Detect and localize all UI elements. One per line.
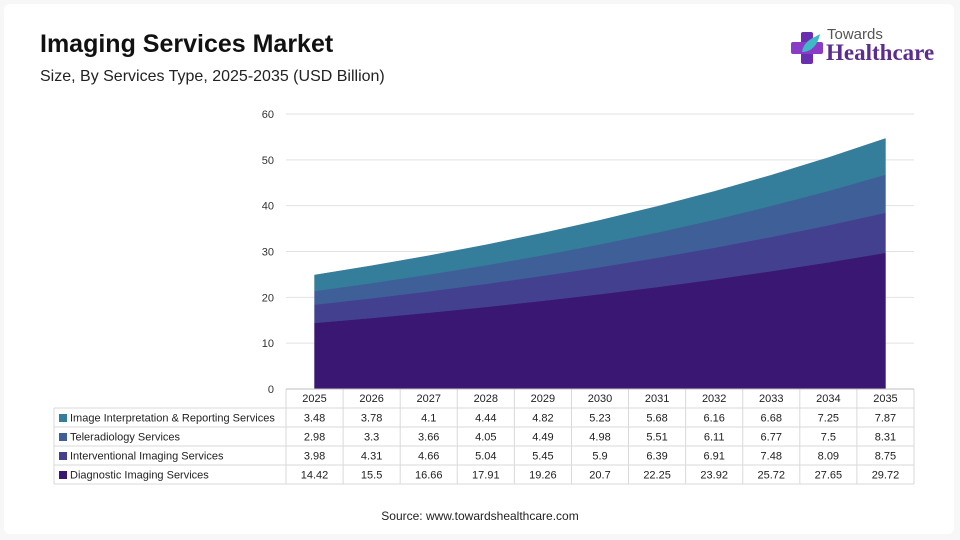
data-label: 25.72: [758, 470, 786, 482]
data-label: 4.98: [589, 432, 610, 444]
data-label: 4.44: [475, 413, 496, 425]
data-table: 2025 2026 2027 2028 2029 2030 2031 2032 2033 2034…: [53, 388, 915, 485]
legend-swatch: [59, 471, 67, 479]
data-label: 4.66: [418, 451, 439, 463]
y-tick-label: 20: [262, 292, 274, 304]
x-tick-label: 2033: [759, 393, 783, 405]
data-label: 4.82: [532, 413, 553, 425]
data-label: 4.31: [361, 451, 382, 463]
legend-label: Interventional Imaging Services: [70, 451, 224, 463]
y-tick-label: 40: [262, 201, 274, 213]
data-label: 4.1: [421, 413, 436, 425]
data-label: 14.42: [301, 470, 329, 482]
data-label: 3.78: [361, 413, 382, 425]
x-tick-label: 2032: [702, 393, 726, 405]
y-tick-label: 10: [262, 338, 274, 350]
y-axis: 0 10 20 30 40 50 60: [262, 109, 274, 396]
source-note: Source: www.towardshealthcare.com: [381, 509, 579, 523]
y-tick-label: 50: [262, 155, 274, 167]
y-tick-label: 0: [268, 384, 274, 396]
y-tick-label: 60: [262, 109, 274, 121]
data-label: 6.39: [646, 451, 667, 463]
legend-swatch: [59, 414, 67, 422]
data-label: 17.91: [472, 470, 500, 482]
x-tick-label: 2034: [816, 393, 840, 405]
data-label: 6.91: [703, 451, 724, 463]
data-label: 8.75: [875, 451, 896, 463]
data-label: 22.25: [643, 470, 671, 482]
area-series: [314, 138, 886, 390]
data-label: 5.9: [592, 451, 607, 463]
data-label: 5.04: [475, 451, 496, 463]
data-label: 3.98: [304, 451, 325, 463]
logo-text-healthcare: Healthcare: [826, 40, 935, 65]
data-label: 8.31: [875, 432, 896, 444]
chart-subtitle: Size, By Services Type, 2025-2035 (USD B…: [40, 68, 385, 85]
data-label: 27.65: [815, 470, 843, 482]
data-label: 7.5: [821, 432, 836, 444]
data-label: 15.5: [361, 470, 382, 482]
y-tick-label: 30: [262, 247, 274, 259]
data-label: 6.68: [761, 413, 782, 425]
x-tick-label: 2028: [474, 393, 498, 405]
data-label: 23.92: [700, 470, 728, 482]
legend-swatch: [59, 452, 67, 460]
data-label: 2.98: [304, 432, 325, 444]
data-label: 6.11: [704, 432, 725, 444]
data-label: 7.25: [818, 413, 839, 425]
data-label: 8.09: [818, 451, 839, 463]
data-label: 3.66: [418, 432, 439, 444]
data-label: 29.72: [872, 470, 900, 482]
logo-text-towards: Towards: [827, 26, 883, 43]
x-tick-label: 2026: [359, 393, 383, 405]
data-label: 3.3: [364, 432, 379, 444]
data-label: 7.87: [875, 413, 896, 425]
logo-cross-icon: [791, 32, 823, 64]
data-label: 4.05: [475, 432, 496, 444]
data-label: 4.49: [532, 432, 553, 444]
area-image-interpretation-reporting-services: [314, 138, 886, 292]
data-label: 19.26: [529, 470, 557, 482]
legend-swatch: [59, 433, 67, 441]
chart-title: Imaging Services Market: [40, 30, 334, 58]
data-label: 5.45: [532, 451, 553, 463]
data-label: 5.68: [646, 413, 667, 425]
data-label: 7.48: [761, 451, 782, 463]
x-tick-label: 2027: [416, 393, 440, 405]
legend-label: Diagnostic Imaging Services: [70, 470, 209, 482]
x-tick-label: 2031: [645, 393, 669, 405]
data-label: 20.7: [589, 470, 610, 482]
x-tick-label: 2029: [531, 393, 555, 405]
x-tick-label: 2030: [588, 393, 612, 405]
x-tick-label: 2025: [302, 393, 326, 405]
towards-healthcare-logo: Towards Healthcare: [790, 24, 940, 72]
legend-label: Teleradiology Services: [70, 432, 181, 444]
data-label: 5.51: [646, 432, 667, 444]
data-label: 3.48: [304, 413, 325, 425]
data-label: 6.16: [703, 413, 724, 425]
legend-label: Image Interpretation & Reporting Service…: [70, 413, 275, 425]
data-label: 16.66: [415, 470, 443, 482]
data-label: 6.77: [761, 432, 782, 444]
x-tick-label: 2035: [873, 393, 897, 405]
data-label: 5.23: [589, 413, 610, 425]
